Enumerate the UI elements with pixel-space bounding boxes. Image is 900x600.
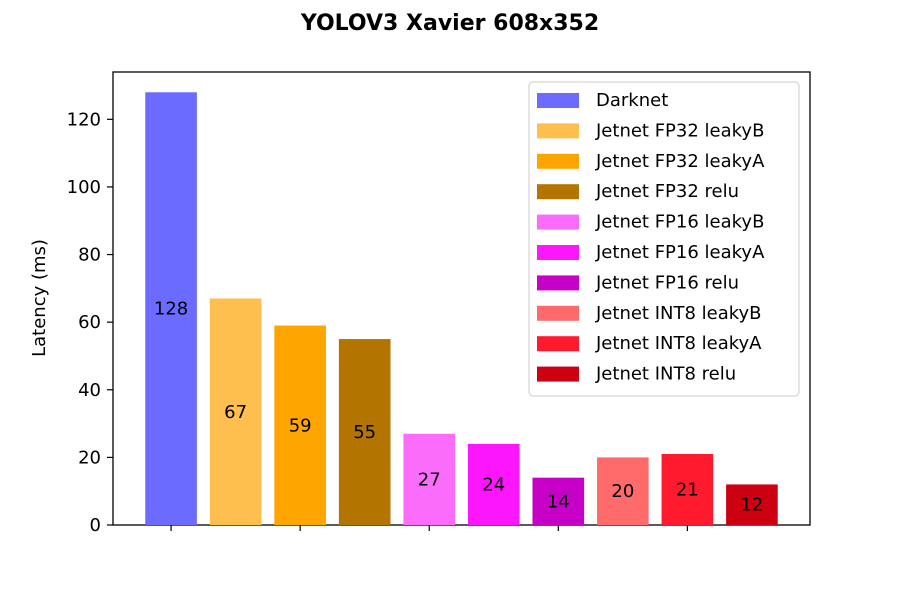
bar: [338, 339, 391, 525]
bar-labels-group: 128 67 59 55 27 24 14 20 21 12: [154, 299, 763, 516]
legend-entry-label: Jetnet FP32 leakyA: [595, 151, 765, 172]
y-axis: 0 20 40 60 80 100 120: [67, 109, 113, 536]
bar: [467, 443, 520, 525]
legend-entry-label: Jetnet INT8 leakyB: [595, 303, 762, 324]
bars-group: [145, 92, 778, 526]
legend-entry-label: Jetnet FP16 leakyB: [595, 212, 764, 233]
bar-value-label: 128: [154, 299, 188, 320]
legend-entry-label: Jetnet INT8 leakyA: [595, 333, 762, 354]
y-tick-label: 40: [78, 380, 101, 401]
y-tick-label: 80: [78, 245, 101, 266]
legend-swatch: [537, 153, 579, 169]
legend-box: [528, 81, 800, 397]
bar-value-label: 27: [418, 469, 441, 490]
legend-swatch: [537, 366, 579, 382]
y-axis-label: Latency (ms): [29, 239, 50, 357]
bar: [597, 457, 649, 525]
legend-entry-label: Jetnet FP16 leakyA: [595, 242, 765, 263]
y-tick-label: 60: [78, 312, 101, 333]
legend-entry-label: Jetnet FP32 leakyB: [595, 120, 764, 141]
bar: [209, 298, 262, 525]
legend-entry-label: Darknet: [596, 90, 668, 111]
legend-swatch: [537, 245, 579, 260]
legend: Darknet Jetnet FP32 leakyB Jetnet FP32 lea…: [528, 81, 800, 397]
legend-entry-label: Jetnet INT8 relu: [595, 364, 736, 385]
bar: [403, 433, 456, 525]
y-tick-label: 20: [78, 447, 101, 468]
bar: [726, 484, 778, 525]
legend-swatch: [537, 184, 579, 200]
legend-swatch: [537, 93, 579, 108]
bar: [145, 92, 197, 526]
bar-value-label: 12: [740, 495, 763, 516]
y-tick-label: 100: [67, 177, 101, 198]
plot-area-frame: [112, 71, 811, 526]
legend-swatch: [537, 214, 579, 230]
bar-value-label: 14: [547, 491, 570, 512]
bar-value-label: 55: [353, 422, 376, 443]
legend-entry-label: Jetnet FP16 relu: [595, 272, 739, 293]
legend-entry-label: Jetnet FP32 relu: [595, 181, 739, 202]
legend-swatch: [537, 305, 579, 321]
y-tick-label: 120: [67, 109, 101, 130]
bar-value-label: 20: [611, 481, 634, 502]
bar-value-label: 67: [224, 402, 247, 423]
bar: [532, 477, 585, 525]
bar-value-label: 24: [482, 474, 505, 495]
bar: [274, 325, 326, 525]
legend-swatch: [537, 336, 579, 352]
chart-title: YOLOV3 Xavier 608x352: [300, 11, 599, 36]
legend-swatch: [537, 275, 579, 291]
x-axis: [170, 525, 688, 531]
y-tick-label: 0: [90, 515, 101, 536]
bar: [661, 454, 714, 525]
bar-value-label: 21: [676, 480, 699, 501]
legend-swatch: [537, 123, 579, 139]
bar-value-label: 59: [289, 415, 312, 436]
